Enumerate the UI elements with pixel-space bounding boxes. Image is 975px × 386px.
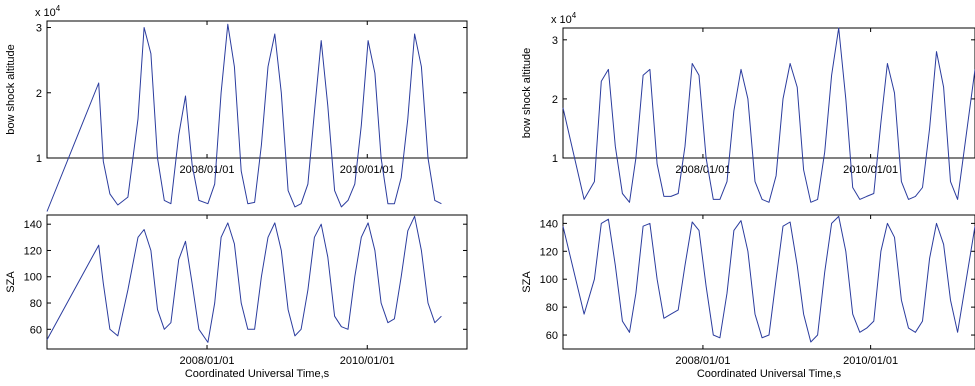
x-tick-label: 2008/01/01 (179, 355, 234, 367)
x-axis-label: Coordinated Universal Time,s (697, 368, 842, 380)
y-axis-label: bow shock altitude (521, 48, 533, 139)
y-tick-label: 100 (24, 272, 42, 284)
series-line (562, 27, 975, 203)
y-tick-label: 80 (30, 298, 42, 310)
x-tick-label: 2008/01/01 (675, 355, 730, 367)
y-multiplier-exponent: 4 (56, 4, 61, 13)
x-tick-label: 2010/01/01 (843, 164, 898, 176)
plot-area (562, 214, 975, 350)
y-multiplier-base: x 10 (551, 14, 572, 26)
y-tick-label: 120 (24, 245, 42, 257)
y-tick-label: 3 (36, 23, 42, 35)
series-line (46, 23, 442, 212)
x-tick-label: 2010/01/01 (340, 164, 395, 176)
x-tick-label: 2008/01/01 (179, 164, 234, 176)
series-line (46, 215, 442, 343)
y-axis-label: SZA (5, 271, 17, 293)
plot-area (46, 20, 468, 159)
y-axis-label: bow shock altitude (5, 44, 17, 135)
x-axis-label: Coordinated Universal Time,s (185, 368, 330, 380)
series-line (562, 215, 975, 343)
y-tick-label: 1 (36, 153, 42, 165)
plot-area (46, 214, 468, 350)
y-multiplier: x 104 (35, 4, 61, 19)
y-tick-label: 2 (36, 88, 42, 100)
y-multiplier: x 104 (551, 11, 577, 26)
y-tick-label: 140 (540, 218, 558, 230)
x-tick-label: 2010/01/01 (843, 355, 898, 367)
y-tick-label: 60 (30, 324, 42, 336)
y-tick-label: 1 (552, 153, 558, 165)
y-multiplier-exponent: 4 (572, 11, 577, 20)
x-tick-label: 2008/01/01 (675, 164, 730, 176)
y-tick-label: 80 (546, 302, 558, 314)
y-tick-label: 140 (24, 219, 42, 231)
y-tick-label: 60 (546, 330, 558, 342)
y-tick-label: 2 (552, 94, 558, 106)
y-axis-label: SZA (521, 271, 533, 293)
y-tick-label: 3 (552, 35, 558, 47)
x-tick-label: 2010/01/01 (340, 355, 395, 367)
y-tick-label: 120 (540, 246, 558, 258)
y-multiplier-base: x 10 (35, 7, 56, 19)
plot-area (562, 27, 975, 159)
y-tick-label: 100 (540, 274, 558, 286)
